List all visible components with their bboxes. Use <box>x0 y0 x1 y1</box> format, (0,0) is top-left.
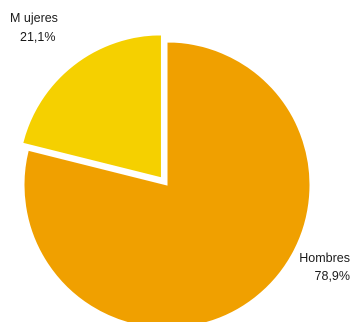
slice-value-mujeres: 21,1% <box>20 30 55 44</box>
pie-slice-mujeres <box>22 34 162 179</box>
slice-label-hombres: Hombres <box>299 251 350 265</box>
pie-slices <box>22 34 311 322</box>
pie-labels: M ujeres 21,1% Hombres 78,9% <box>10 11 350 283</box>
pie-slice-hombres <box>23 41 311 322</box>
slice-value-hombres: 78,9% <box>315 269 350 283</box>
slice-label-mujeres: M ujeres <box>10 11 58 25</box>
